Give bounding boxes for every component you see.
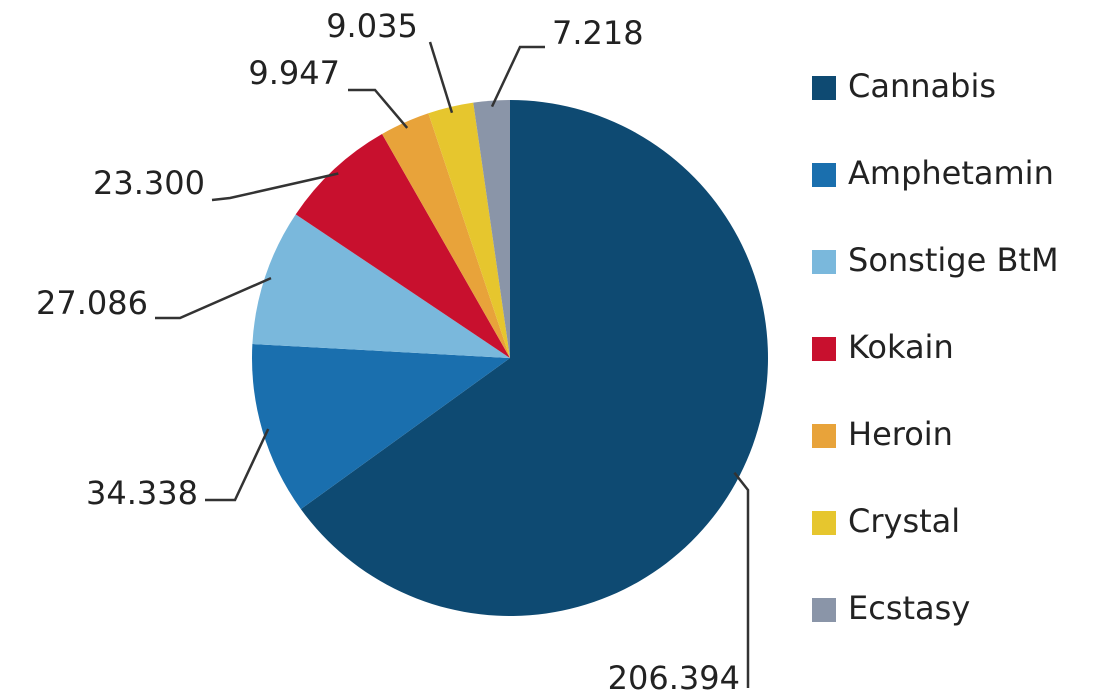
pie-slice bbox=[428, 102, 510, 358]
pie-slice bbox=[300, 100, 768, 616]
value-label: 9.947 bbox=[248, 54, 340, 92]
leader-line bbox=[733, 471, 750, 688]
legend-swatch bbox=[812, 424, 836, 448]
value-label: 34.338 bbox=[86, 474, 198, 512]
legend-label: Heroin bbox=[848, 415, 953, 453]
legend-label: Ecstasy bbox=[848, 589, 970, 627]
legend-label: Amphetamin bbox=[848, 154, 1054, 192]
pie-slice bbox=[252, 214, 510, 358]
pie-slice bbox=[382, 113, 510, 358]
value-label: 27.086 bbox=[36, 284, 148, 322]
pie-slice bbox=[295, 133, 510, 358]
leader-line bbox=[211, 172, 339, 202]
leader-line bbox=[490, 45, 545, 108]
legend-label: Sonstige BtM bbox=[848, 241, 1059, 279]
value-label: 206.394 bbox=[608, 659, 740, 696]
legend-label: Cannabis bbox=[848, 67, 996, 105]
legend-swatch bbox=[812, 337, 836, 361]
pie-slice bbox=[473, 100, 510, 358]
pie-slice bbox=[252, 343, 510, 510]
leader-line bbox=[155, 276, 272, 320]
legend-swatch bbox=[812, 511, 836, 535]
leader-line bbox=[428, 41, 454, 114]
value-label: 9.035 bbox=[326, 7, 418, 45]
leader-line bbox=[348, 88, 409, 129]
legend-swatch bbox=[812, 250, 836, 274]
legend-label: Kokain bbox=[848, 328, 954, 366]
legend-swatch bbox=[812, 598, 836, 622]
value-label: 23.300 bbox=[93, 164, 205, 202]
value-label: 7.218 bbox=[552, 14, 644, 52]
legend-swatch bbox=[812, 76, 836, 100]
legend-swatch bbox=[812, 163, 836, 187]
leader-line bbox=[205, 428, 270, 502]
legend-label: Crystal bbox=[848, 502, 960, 540]
